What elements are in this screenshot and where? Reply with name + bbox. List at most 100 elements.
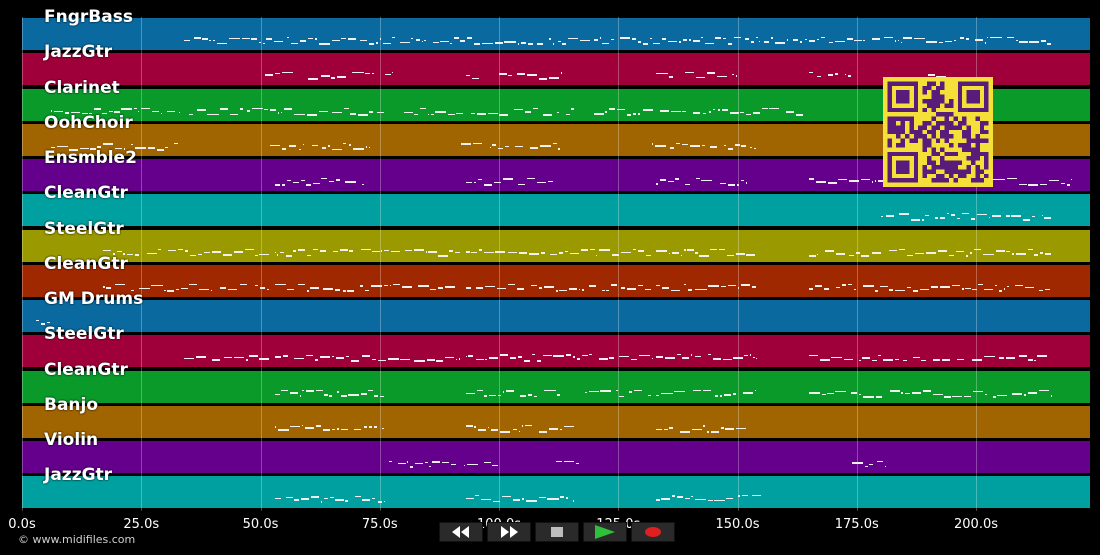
note xyxy=(133,107,137,109)
note xyxy=(862,284,874,287)
note xyxy=(274,356,281,359)
note xyxy=(740,111,744,113)
note xyxy=(369,110,373,113)
note xyxy=(609,107,615,110)
note xyxy=(377,111,384,113)
note xyxy=(656,249,668,252)
note xyxy=(1028,248,1033,250)
note xyxy=(558,147,560,150)
note xyxy=(834,41,846,42)
note xyxy=(889,389,900,392)
note xyxy=(610,39,615,40)
note xyxy=(94,107,101,110)
track-label: Banjo xyxy=(44,394,99,415)
note xyxy=(341,428,349,430)
grid-line xyxy=(499,17,500,511)
note xyxy=(322,428,330,431)
note xyxy=(432,461,441,463)
note xyxy=(653,43,661,44)
fast-forward-button[interactable] xyxy=(487,522,531,542)
grid-line xyxy=(379,17,381,511)
note xyxy=(165,146,169,148)
note xyxy=(941,359,950,362)
play-button[interactable] xyxy=(583,522,627,542)
note xyxy=(195,356,206,359)
note xyxy=(377,360,386,362)
note xyxy=(130,289,135,291)
note xyxy=(331,428,335,430)
note xyxy=(1024,393,1026,396)
note xyxy=(465,250,470,253)
note xyxy=(504,145,510,147)
note xyxy=(335,179,340,181)
note xyxy=(729,111,739,114)
note xyxy=(851,462,864,464)
note xyxy=(643,43,649,45)
note xyxy=(616,389,618,391)
track-label: Ensmble2 xyxy=(44,148,137,168)
note xyxy=(485,285,496,287)
note xyxy=(695,178,700,179)
note xyxy=(542,113,553,116)
note xyxy=(534,395,537,397)
note xyxy=(720,394,722,397)
note xyxy=(335,357,345,360)
note xyxy=(251,107,263,109)
note xyxy=(320,501,323,504)
record-button[interactable] xyxy=(631,522,675,542)
rewind-button[interactable] xyxy=(439,522,483,542)
note xyxy=(329,181,335,182)
note xyxy=(858,360,861,362)
note xyxy=(302,424,304,426)
note xyxy=(184,358,195,360)
note xyxy=(427,113,429,115)
note xyxy=(919,288,930,290)
note xyxy=(997,394,1008,396)
note xyxy=(331,77,336,80)
note xyxy=(976,214,988,216)
note xyxy=(951,284,961,286)
note xyxy=(827,392,834,394)
note xyxy=(709,145,718,148)
note xyxy=(121,107,133,110)
note xyxy=(308,78,318,81)
note xyxy=(745,113,752,115)
note xyxy=(519,394,526,397)
note xyxy=(1006,250,1011,252)
note xyxy=(555,289,558,292)
note xyxy=(524,110,532,113)
note xyxy=(571,107,575,110)
note xyxy=(877,180,886,182)
note xyxy=(645,254,651,256)
note xyxy=(287,37,289,38)
note xyxy=(514,145,524,147)
note xyxy=(270,144,281,146)
note xyxy=(258,42,262,43)
note xyxy=(368,146,370,148)
note xyxy=(656,73,668,75)
note xyxy=(229,113,239,115)
note xyxy=(552,43,555,45)
note xyxy=(898,248,906,250)
note xyxy=(273,41,283,42)
note xyxy=(984,393,987,395)
note xyxy=(480,499,491,501)
note xyxy=(492,465,498,466)
copyright-text: © www.midifiles.com xyxy=(18,533,136,546)
note xyxy=(233,250,243,253)
stop-button[interactable] xyxy=(535,522,579,542)
note xyxy=(990,37,1002,38)
note xyxy=(557,41,561,42)
note xyxy=(734,143,740,146)
note xyxy=(471,112,475,114)
note xyxy=(503,178,513,180)
note xyxy=(880,216,884,218)
note xyxy=(197,108,206,111)
note xyxy=(288,144,296,147)
note xyxy=(547,498,559,501)
note xyxy=(398,463,406,464)
note xyxy=(440,41,449,42)
note xyxy=(138,287,150,289)
note xyxy=(707,354,711,356)
qr-code xyxy=(883,77,993,187)
